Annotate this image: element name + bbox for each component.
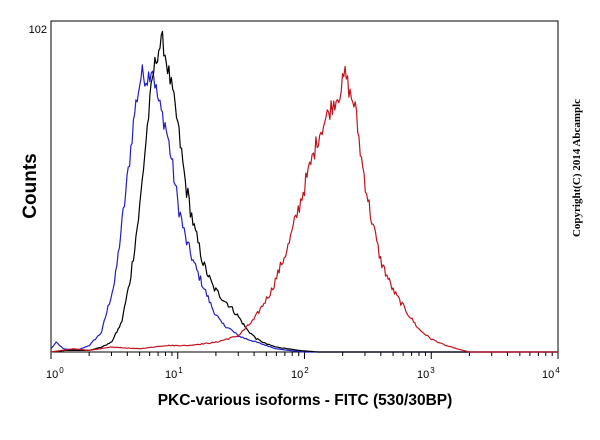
x-axis-title: PKC-various isoforms - FITC (530/30BP) xyxy=(158,392,453,409)
series-layer xyxy=(50,30,558,353)
histogram-series-line-3 xyxy=(50,65,558,353)
x-tick-label-4: 104 xyxy=(542,366,560,381)
x-tick-label-2: 102 xyxy=(291,366,309,381)
y-axis-title: Counts xyxy=(20,153,41,218)
x-tick-label-1: 101 xyxy=(165,366,183,381)
x-axis-ticks xyxy=(50,352,559,359)
y-tick-label-max: 102 xyxy=(29,24,47,36)
x-tick-label-0: 100 xyxy=(46,366,64,381)
x-axis-tick-labels: 100 101 102 103 104 xyxy=(46,366,560,381)
x-tick-label-3: 103 xyxy=(417,366,435,381)
copyright-watermark: Copyright(C) 2014 Abcamplc xyxy=(571,99,583,237)
